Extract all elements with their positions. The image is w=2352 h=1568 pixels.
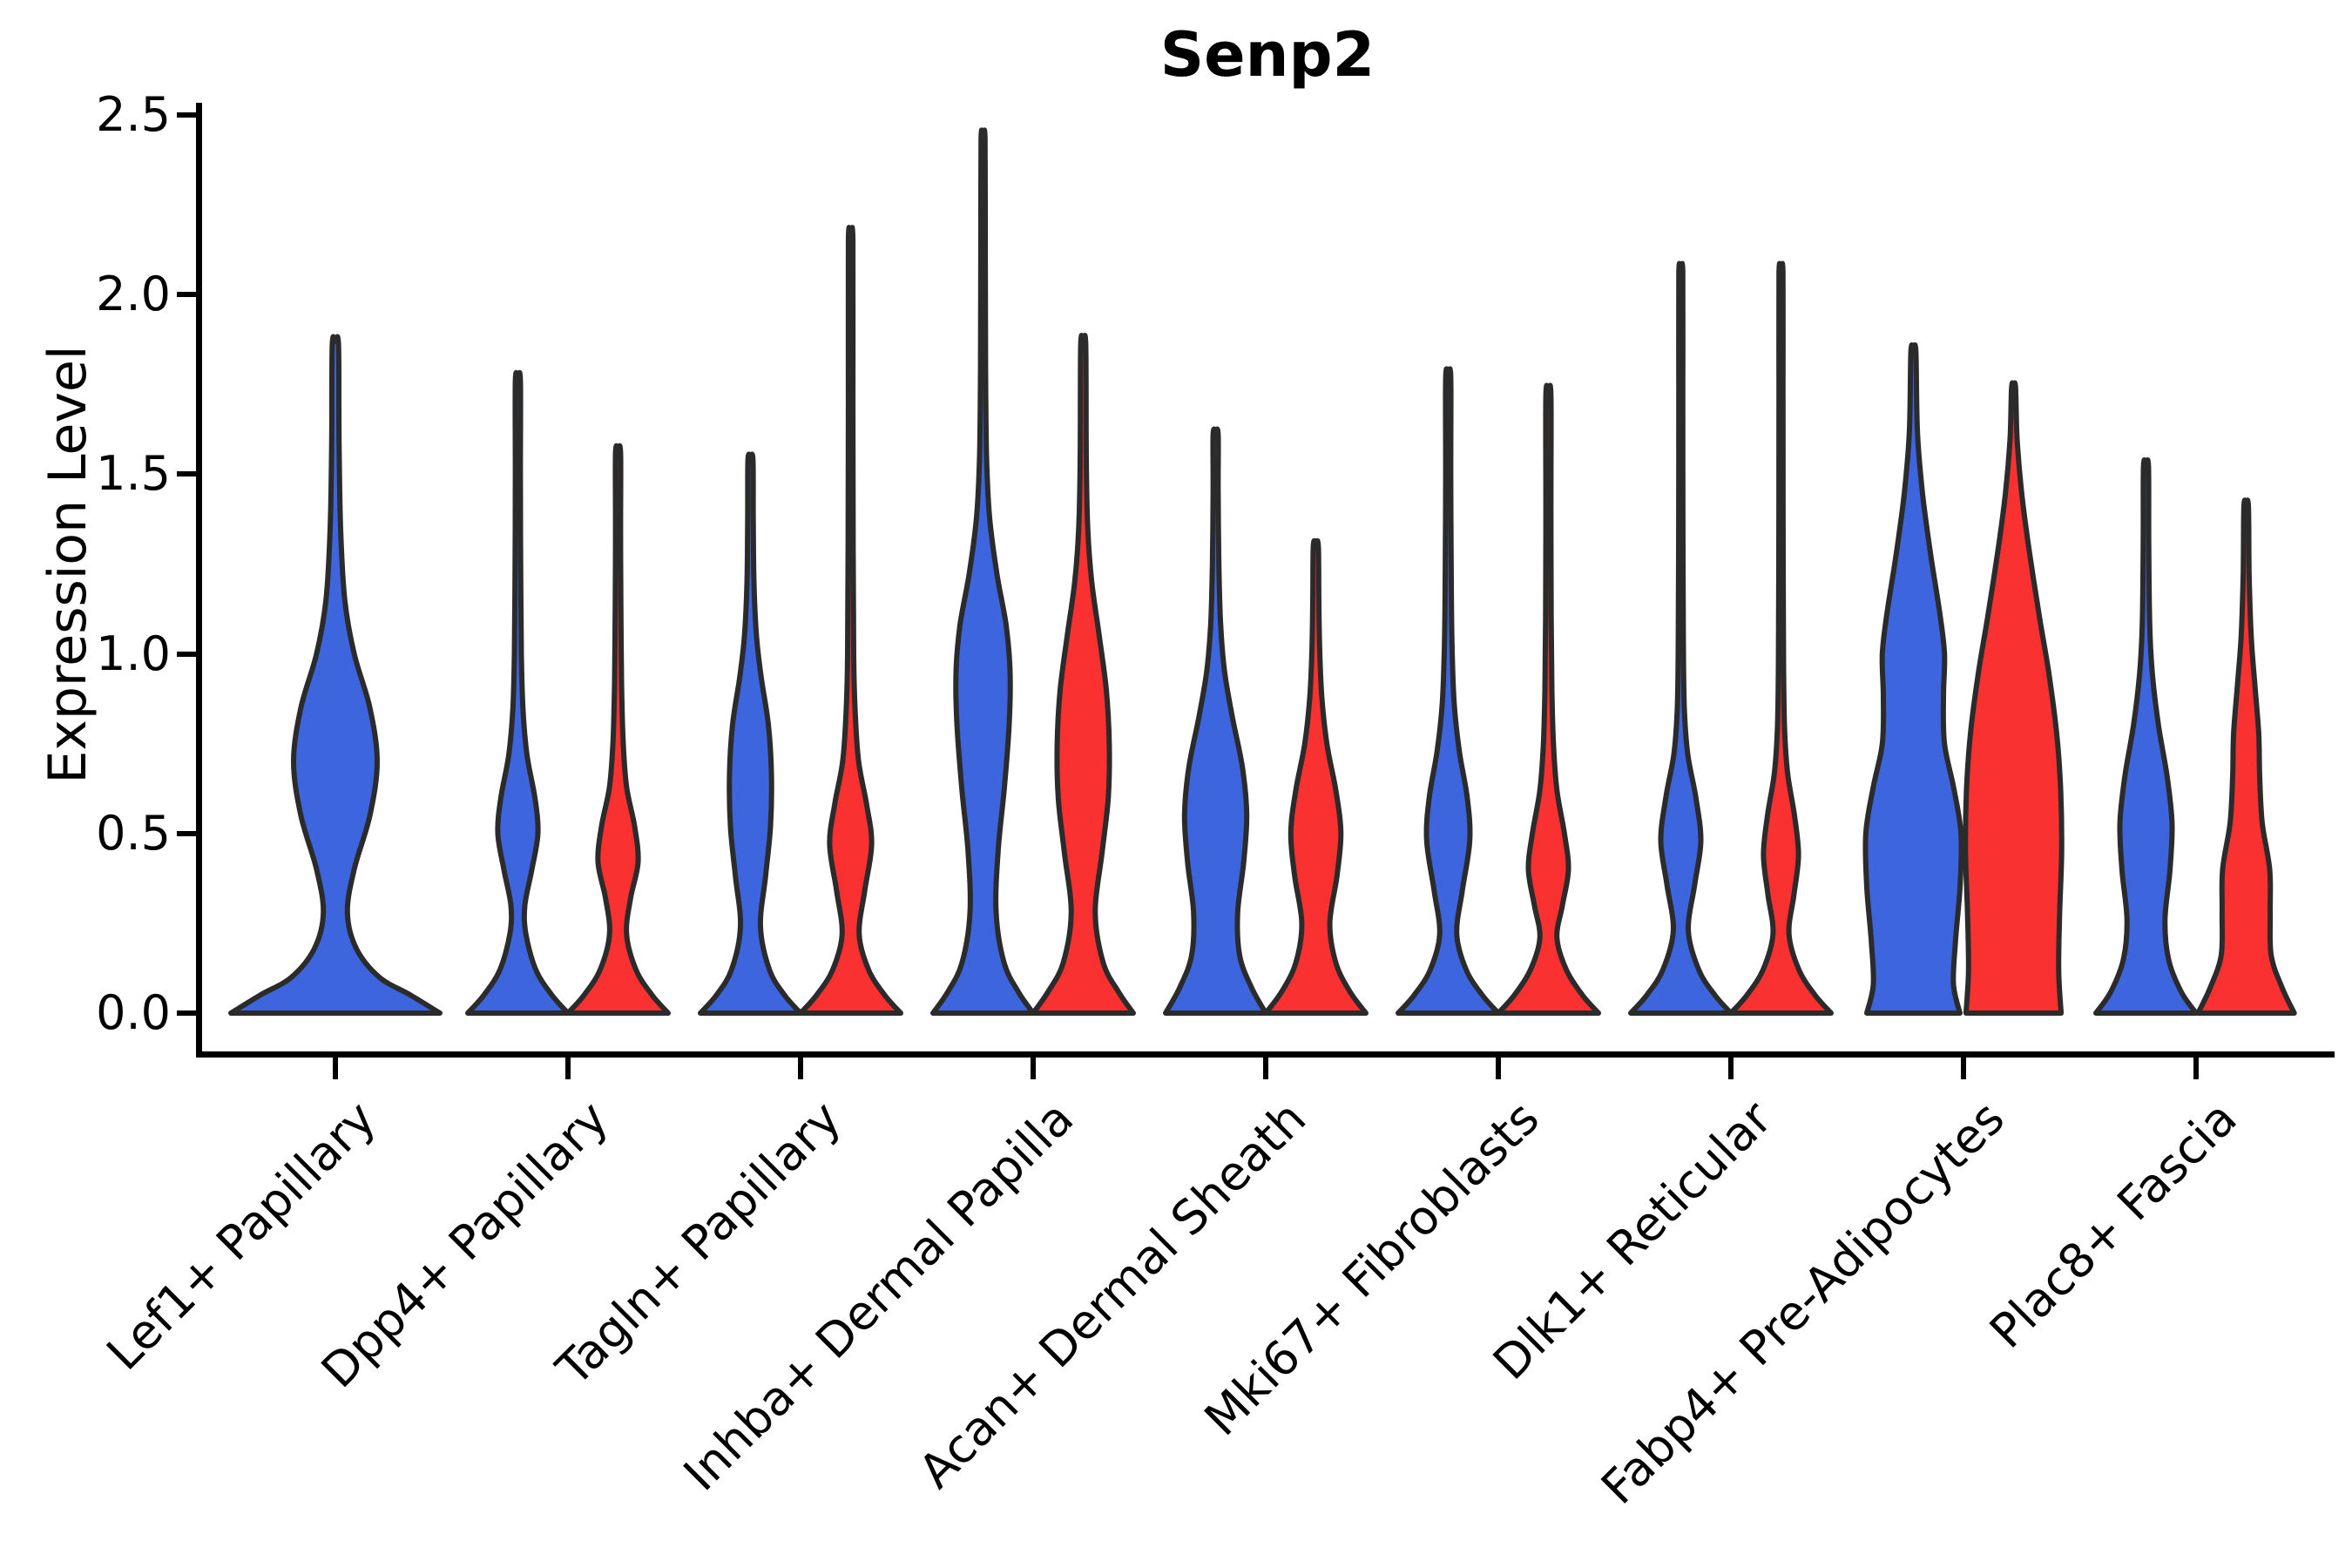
y-tick (177, 292, 200, 297)
violin-blue-cat1 (465, 369, 571, 1016)
y-tick (177, 1010, 200, 1016)
x-tick (565, 1057, 571, 1079)
violin-blue-cat4 (1163, 426, 1268, 1016)
violin-blue-cat2 (698, 451, 803, 1016)
y-tick (177, 831, 200, 836)
violin-blue-cat3 (930, 127, 1036, 1016)
violin-red-cat7 (1963, 380, 2065, 1016)
violin-red-cat1 (565, 443, 671, 1016)
violin-blue-cat7 (1862, 341, 1964, 1016)
x-tick (2193, 1057, 2199, 1079)
violin-red-cat8 (2195, 497, 2297, 1016)
x-tick (1728, 1057, 1734, 1079)
x-tick (1961, 1057, 1966, 1079)
y-tick-label: 0.0 (96, 985, 171, 1040)
y-tick-label: 1.0 (96, 626, 171, 681)
x-tick (798, 1057, 803, 1079)
y-tick-label: 0.5 (96, 806, 171, 861)
y-tick-label: 1.5 (96, 446, 171, 501)
x-tick (1263, 1057, 1268, 1079)
violin-blue-cat5 (1396, 366, 1501, 1016)
x-tick (333, 1057, 338, 1079)
y-tick-label: 2.0 (96, 267, 171, 321)
chart-title: Senp2 (1159, 19, 1375, 91)
violin-red-cat2 (798, 225, 903, 1016)
x-axis-spine (196, 1051, 2335, 1058)
y-tick (177, 112, 200, 118)
violin-red-cat5 (1496, 382, 1601, 1016)
violin-red-cat4 (1263, 537, 1369, 1016)
violin-blue-cat8 (2093, 456, 2199, 1016)
x-tick (1031, 1057, 1036, 1079)
y-tick (177, 652, 200, 657)
y-tick-label: 2.5 (96, 87, 171, 142)
violin-red-cat6 (1728, 260, 1834, 1016)
violin-blue-cat6 (1628, 260, 1734, 1016)
x-tick (1496, 1057, 1501, 1079)
violin-blue-cat0 (228, 334, 443, 1016)
violin-red-cat3 (1031, 333, 1136, 1016)
y-tick (177, 471, 200, 476)
y-axis-spine (196, 103, 202, 1058)
